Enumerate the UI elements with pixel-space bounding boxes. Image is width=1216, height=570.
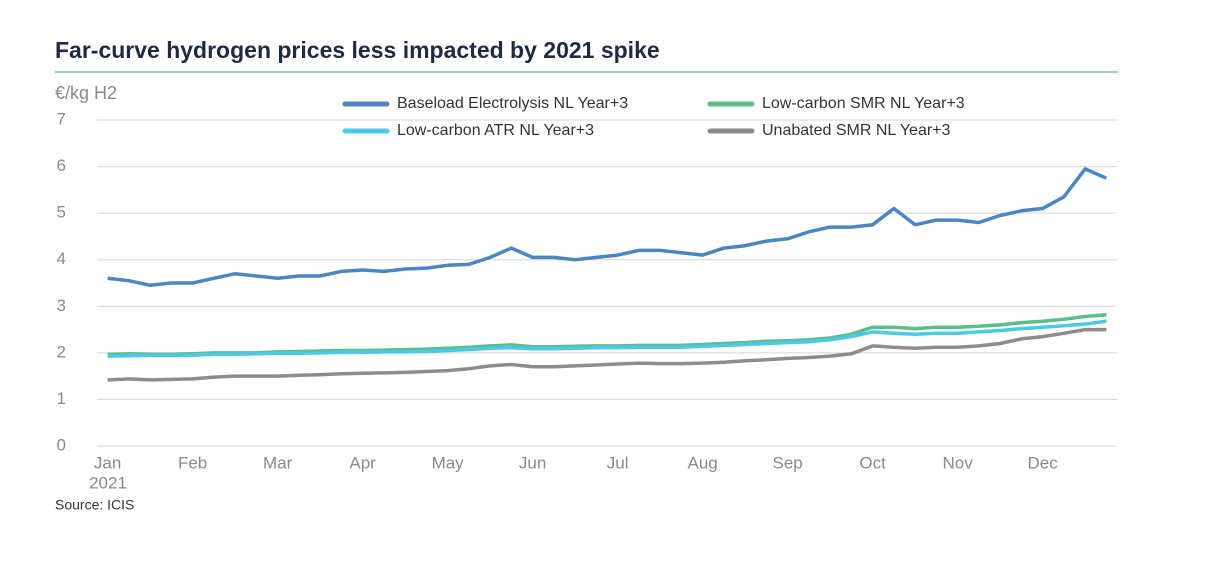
series-line <box>107 327 1107 382</box>
y-tick-label: 6 <box>57 156 66 175</box>
x-tick-label: Feb <box>178 453 207 472</box>
legend-label: Unabated SMR NL Year+3 <box>762 122 951 139</box>
x-tick-label: Jul <box>607 453 629 472</box>
legend-label: Low-carbon ATR NL Year+3 <box>397 122 594 139</box>
y-tick-label: 3 <box>57 296 66 315</box>
x-tick-label: Aug <box>688 453 718 472</box>
x-tick-label: Sep <box>773 453 803 472</box>
legend-label: Baseload Electrolysis NL Year+3 <box>397 95 628 112</box>
series-line <box>107 319 1107 358</box>
y-tick-label: 4 <box>57 249 66 268</box>
series-line <box>107 167 1108 288</box>
y-axis-label: €/kg H2 <box>55 83 117 103</box>
x-tick-label: Oct <box>859 453 886 472</box>
legend-label: Low-carbon SMR NL Year+3 <box>762 95 965 112</box>
y-tick-label: 1 <box>57 389 66 408</box>
y-tick-label: 7 <box>57 109 66 128</box>
y-tick-label: 0 <box>57 435 66 454</box>
x-year-label: 2021 <box>89 473 127 492</box>
y-tick-label: 2 <box>57 342 66 361</box>
x-tick-label: Jun <box>519 453 546 472</box>
x-tick-label: Jan <box>94 453 121 472</box>
x-tick-label: Dec <box>1028 453 1059 472</box>
y-tick-label: 5 <box>57 203 66 222</box>
x-tick-label: Apr <box>349 453 376 472</box>
chart-title: Far-curve hydrogen prices less impacted … <box>55 37 660 63</box>
x-tick-label: Nov <box>943 453 974 472</box>
x-tick-label: May <box>432 453 465 472</box>
source: Source: ICIS <box>55 497 134 513</box>
x-tick-label: Mar <box>263 453 293 472</box>
